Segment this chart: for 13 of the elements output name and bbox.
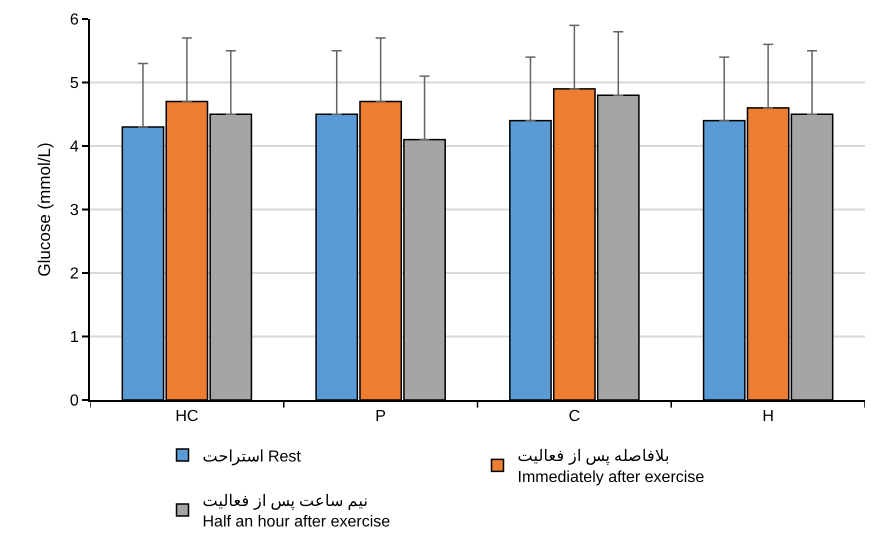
y-tick-label: 5 bbox=[70, 75, 79, 92]
y-tick-label: 0 bbox=[70, 392, 79, 410]
x-tick-label: C bbox=[568, 408, 580, 426]
y-axis-title: Glucose (mmol/L) bbox=[34, 142, 54, 277]
y-tick-label: 1 bbox=[70, 329, 79, 346]
x-tick-label: HC bbox=[175, 408, 198, 426]
y-tick-label: 2 bbox=[70, 266, 79, 283]
x-tick-label: P bbox=[375, 408, 386, 426]
y-tick-label: 4 bbox=[70, 138, 79, 156]
x-tick-label: H bbox=[762, 408, 774, 426]
y-tick-label: 6 bbox=[70, 12, 79, 29]
y-tick-label: 3 bbox=[70, 202, 79, 220]
legend-label: استراحت Rest bbox=[202, 448, 302, 466]
